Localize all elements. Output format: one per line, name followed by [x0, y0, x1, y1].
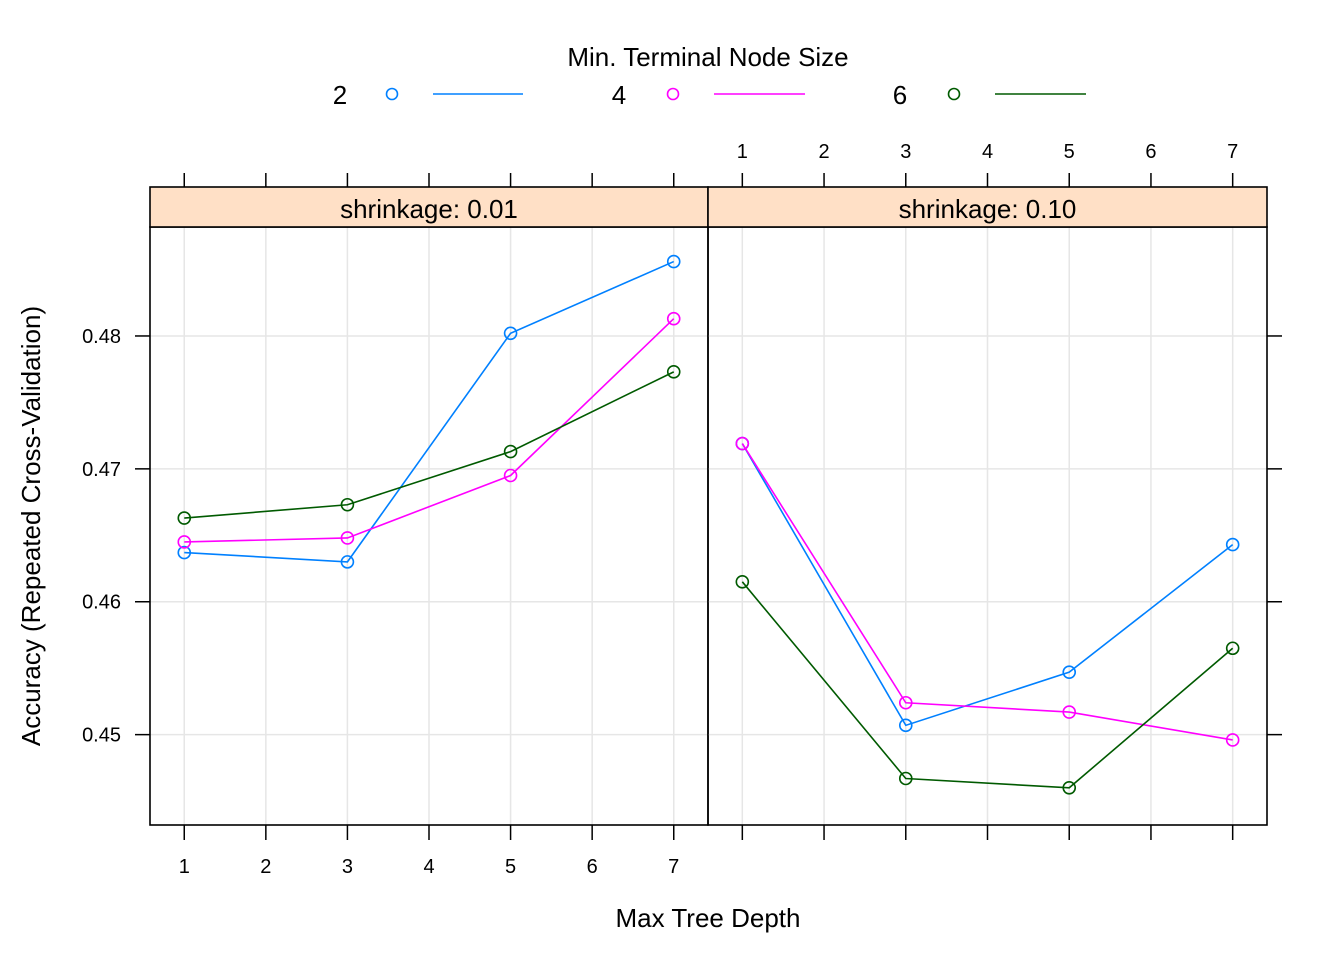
data-point — [503, 444, 518, 459]
data-point — [1225, 733, 1240, 747]
x-tick-label: 7 — [668, 856, 679, 878]
data-point — [735, 436, 750, 451]
legend-label: 4 — [612, 80, 626, 110]
x-tick-label: 3 — [342, 856, 353, 878]
strip-label: shrinkage: 0.10 — [899, 194, 1077, 224]
y-tick-label: 0.48 — [82, 326, 121, 348]
series-line — [184, 260, 675, 563]
legend-title: Min. Terminal Node Size — [567, 42, 848, 72]
x-tick-label: 7 — [1227, 141, 1238, 163]
legend-marker-icon — [947, 87, 961, 101]
data-point — [1225, 641, 1240, 656]
x-tick-label: 6 — [587, 856, 598, 878]
data-point — [898, 695, 913, 710]
data-point — [340, 497, 355, 512]
x-tick-label: 2 — [260, 856, 271, 878]
series-2 — [177, 254, 681, 569]
data-point — [1062, 780, 1077, 795]
y-tick-label: 0.46 — [82, 592, 121, 614]
series-2 — [735, 436, 1240, 733]
data-point — [1225, 537, 1240, 552]
data-point — [177, 545, 192, 560]
x-tick-label: 5 — [1064, 141, 1075, 163]
series-line — [741, 443, 1233, 741]
legend: Min. Terminal Node Size 2 4 6 — [333, 42, 1086, 110]
data-point — [1062, 705, 1077, 719]
y-tick-label: 0.47 — [82, 459, 121, 481]
y-axis-label: Accuracy (Repeated Cross-Validation) — [16, 306, 46, 746]
series-6 — [735, 575, 1240, 795]
legend-entry: 2 — [333, 80, 523, 110]
data-point — [735, 575, 750, 589]
x-tick-label: 6 — [1145, 141, 1156, 163]
x-axis-label: Max Tree Depth — [616, 903, 801, 933]
panel: shrinkage: 0.01 1 2 3 4 5 6 7 0.45 0.46 0.47 0.48 — [82, 173, 709, 878]
series-6 — [177, 365, 681, 525]
y-tick-label: 0.45 — [82, 725, 121, 747]
panel: shrinkage: 0.10 1 2 3 4 5 6 7 — [707, 141, 1282, 840]
series-4 — [177, 311, 681, 549]
series-line — [741, 581, 1234, 789]
strip-label: shrinkage: 0.01 — [340, 194, 518, 224]
series-line — [741, 443, 1234, 727]
data-point — [177, 535, 192, 549]
legend-marker-icon — [666, 87, 680, 101]
data-point — [898, 718, 913, 733]
x-tick-label: 2 — [818, 141, 829, 163]
data-point — [898, 771, 913, 786]
legend-entry: 6 — [893, 80, 1086, 110]
data-point — [340, 555, 355, 569]
x-tick-label: 1 — [179, 856, 190, 878]
data-point — [666, 365, 681, 379]
x-tick-label: 4 — [423, 856, 434, 878]
x-tick-label: 1 — [737, 141, 748, 163]
panels: shrinkage: 0.011 2 3 4 5 6 70.450.460.470.48sh… — [82, 141, 1282, 878]
legend-marker-icon — [385, 87, 399, 101]
series-line — [184, 318, 675, 543]
data-point — [1062, 665, 1077, 679]
x-tick-label: 4 — [982, 141, 993, 163]
legend-label: 6 — [893, 80, 907, 110]
series-4 — [735, 436, 1240, 747]
series-line — [184, 371, 675, 519]
data-point — [666, 254, 681, 269]
legend-entry: 4 — [612, 80, 805, 110]
x-tick-label: 5 — [505, 856, 516, 878]
data-point — [666, 311, 681, 326]
data-point — [503, 468, 518, 483]
data-point — [340, 531, 355, 545]
legend-label: 2 — [333, 80, 347, 110]
data-point — [503, 326, 518, 341]
x-tick-label: 3 — [900, 141, 911, 163]
data-point — [177, 511, 192, 525]
